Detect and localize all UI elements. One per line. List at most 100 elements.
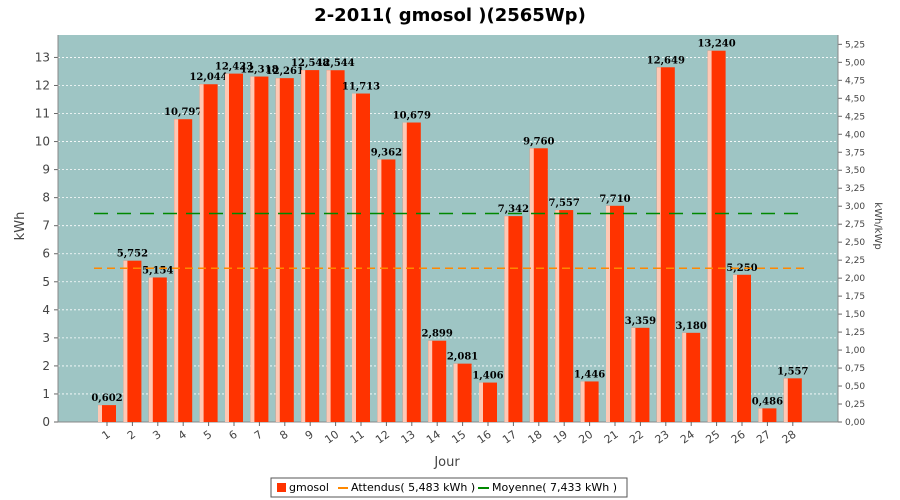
- legend-swatch-gmosol: [277, 483, 286, 492]
- y2-tick-label: 4,00: [845, 130, 865, 140]
- data-label: 1,406: [472, 371, 503, 382]
- bar-highlight: [326, 70, 331, 423]
- data-label: 10,797: [164, 107, 202, 118]
- bar: [402, 122, 421, 423]
- x-tick-label: 4: [176, 428, 189, 443]
- legend: gmosol Attendus( 5,483 kWh ) Moyenne( 7,43…: [270, 477, 628, 498]
- bar-highlight: [656, 67, 661, 422]
- data-label: 12,261: [266, 66, 304, 77]
- y-tick-label: 3: [42, 331, 50, 345]
- data-label: 2,899: [422, 329, 453, 340]
- legend-label-gmosol: gmosol: [289, 481, 329, 494]
- x-tick-label: 7: [252, 428, 265, 443]
- bar-highlight: [352, 93, 356, 423]
- x-tick-label: 21: [602, 428, 621, 447]
- x-tick-label: 11: [348, 428, 367, 447]
- bar-highlight: [479, 382, 483, 422]
- x-tick-label: 26: [729, 428, 748, 447]
- x-tick-label: 3: [150, 428, 163, 443]
- bar-highlight: [250, 76, 255, 423]
- bar: [707, 50, 726, 423]
- data-label: 13,240: [697, 39, 735, 50]
- y2-tick-label: 0,50: [845, 382, 865, 392]
- data-label: 0,602: [91, 393, 122, 404]
- legend-box: [270, 477, 628, 498]
- data-label: 7,557: [549, 198, 580, 209]
- bar-highlight: [225, 73, 229, 422]
- x-tick-label: 13: [399, 428, 418, 447]
- bar-highlight: [504, 216, 509, 422]
- bar-highlight: [707, 50, 712, 423]
- data-label: 11,713: [342, 82, 380, 93]
- bar: [580, 381, 599, 422]
- y2-tick-label: 4,50: [845, 94, 865, 104]
- data-label: 12,044: [189, 72, 227, 83]
- data-label: 12,544: [316, 58, 354, 69]
- x-tick-label: 16: [475, 428, 494, 447]
- data-label: 0,486: [752, 396, 783, 407]
- y2-tick-label: 2,75: [845, 220, 865, 230]
- bar-highlight: [453, 363, 458, 422]
- x-tick-label: 27: [754, 428, 773, 447]
- x-tick-label: 18: [526, 428, 545, 447]
- legend-label-average: Moyenne( 7,433 kWh ): [492, 481, 617, 494]
- y-tick-label: 5: [42, 275, 50, 289]
- bar: [250, 76, 269, 423]
- bar-highlight: [123, 260, 128, 422]
- x-tick-label: 15: [449, 428, 468, 447]
- y2-tick-label: 3,75: [845, 148, 865, 158]
- data-label: 7,710: [599, 194, 630, 205]
- bar: [301, 70, 320, 422]
- y-tick-label: 11: [35, 107, 50, 121]
- bar-highlight: [199, 84, 204, 422]
- bar: [606, 205, 624, 422]
- y2-tick-label: 1,25: [845, 328, 865, 338]
- y2-tick-label: 2,00: [845, 274, 865, 284]
- y2-tick-label: 1,50: [845, 310, 865, 320]
- x-tick-label: 2: [125, 428, 138, 443]
- y2-tick-label: 3,50: [845, 166, 865, 176]
- y-tick-label: 9: [42, 163, 50, 177]
- bar-highlight: [428, 340, 433, 422]
- data-label: 3,180: [676, 321, 707, 332]
- data-label: 9,362: [371, 147, 402, 158]
- bar: [428, 340, 447, 422]
- bar-highlight: [174, 119, 179, 422]
- y2-tick-label: 0,00: [845, 418, 865, 428]
- bar: [326, 70, 345, 423]
- y2-tick-label: 1,75: [845, 292, 865, 302]
- bar: [479, 382, 497, 422]
- y2-tick-label: 4,75: [845, 76, 865, 86]
- data-label: 7,342: [498, 204, 529, 215]
- data-label: 12,318: [240, 65, 278, 76]
- y-tick-label: 2: [42, 359, 50, 373]
- x-tick-label: 1: [100, 428, 113, 443]
- y2-tick-label: 2,25: [845, 256, 865, 266]
- bar-highlight: [606, 205, 610, 422]
- bar-highlight: [148, 277, 153, 422]
- x-tick-label: 22: [627, 428, 646, 447]
- bar: [656, 67, 675, 422]
- bar-highlight: [733, 274, 737, 422]
- y-tick-label: 8: [42, 191, 50, 205]
- bar-highlight: [682, 332, 687, 422]
- x-tick-label: 28: [780, 428, 799, 447]
- y2-tick-label: 2,50: [845, 238, 865, 248]
- bar-highlight: [529, 148, 534, 422]
- bar: [98, 405, 116, 422]
- y-tick-label: 6: [42, 247, 50, 261]
- bar: [682, 332, 701, 422]
- bar: [733, 274, 751, 422]
- y2-axis-label: kWh/kWp: [872, 202, 883, 249]
- data-label: 2,081: [447, 352, 478, 363]
- x-tick-label: 5: [201, 428, 214, 443]
- bar: [225, 73, 243, 422]
- bar: [377, 159, 396, 422]
- x-tick-label: 10: [322, 428, 341, 447]
- y-tick-label: 13: [35, 50, 50, 64]
- x-tick-label: 8: [277, 428, 290, 443]
- bar: [758, 408, 777, 422]
- data-label: 12,423: [215, 62, 253, 73]
- x-tick-label: 12: [373, 428, 392, 447]
- x-tick-label: 23: [653, 428, 672, 447]
